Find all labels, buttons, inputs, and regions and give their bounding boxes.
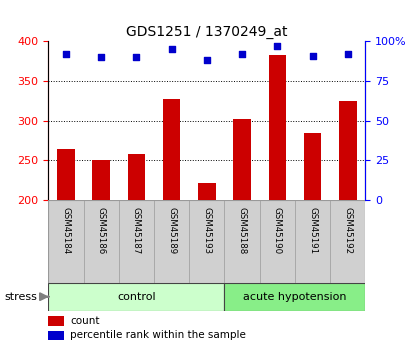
- Bar: [57, 148, 75, 200]
- Text: GSM45193: GSM45193: [202, 207, 211, 254]
- Text: GSM45190: GSM45190: [273, 207, 282, 254]
- Point: [309, 53, 316, 58]
- Bar: [304, 132, 321, 200]
- Bar: [163, 99, 181, 200]
- Text: GSM45187: GSM45187: [132, 207, 141, 254]
- Bar: [339, 101, 357, 200]
- Bar: [128, 154, 145, 200]
- Bar: [268, 55, 286, 200]
- Bar: [92, 160, 110, 200]
- Point: [168, 47, 175, 52]
- Point: [344, 51, 351, 57]
- Point: [98, 55, 105, 60]
- Point: [203, 58, 210, 63]
- Point: [133, 55, 140, 60]
- Point: [239, 51, 245, 57]
- Bar: [48, 283, 224, 310]
- Text: GSM45191: GSM45191: [308, 207, 317, 254]
- Bar: [198, 183, 215, 200]
- Text: GSM45188: GSM45188: [238, 207, 247, 254]
- Bar: [233, 119, 251, 200]
- Text: control: control: [117, 292, 156, 302]
- Text: acute hypotension: acute hypotension: [243, 292, 346, 302]
- Title: GDS1251 / 1370249_at: GDS1251 / 1370249_at: [126, 25, 288, 39]
- Text: percentile rank within the sample: percentile rank within the sample: [71, 331, 247, 341]
- Text: GSM45186: GSM45186: [97, 207, 106, 254]
- Bar: [48, 316, 64, 326]
- Point: [63, 51, 69, 57]
- Point: [274, 43, 281, 49]
- Bar: [48, 331, 64, 340]
- Text: GSM45184: GSM45184: [61, 207, 71, 254]
- Bar: [224, 283, 365, 310]
- Text: count: count: [71, 316, 100, 326]
- Text: GSM45192: GSM45192: [343, 207, 352, 254]
- Text: GSM45189: GSM45189: [167, 207, 176, 254]
- Text: stress: stress: [4, 292, 37, 302]
